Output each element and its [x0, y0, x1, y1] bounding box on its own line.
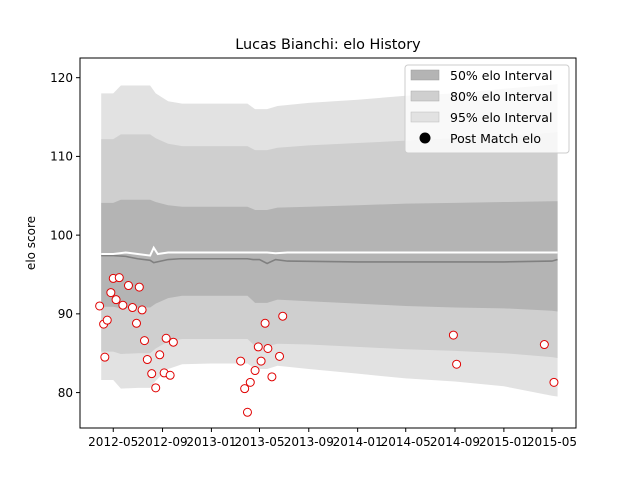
y-tick-label: 100	[50, 228, 73, 242]
post-match-point	[165, 370, 175, 380]
post-match-point	[549, 377, 559, 387]
post-match-point	[168, 337, 178, 347]
post-match-point	[242, 407, 252, 417]
post-match-point	[161, 333, 171, 343]
y-tick-label: 110	[50, 150, 73, 164]
post-match-point	[127, 303, 137, 313]
post-match-point	[260, 318, 270, 328]
upper-elo-line	[101, 245, 558, 257]
post-match-point	[102, 315, 112, 325]
y-tick-label: 120	[50, 71, 73, 85]
x-tick-label: 2014-05	[381, 435, 431, 449]
post-match-point	[100, 352, 110, 362]
post-match-point	[140, 336, 149, 346]
post-match-point	[134, 282, 144, 292]
post-match-point	[95, 301, 105, 311]
x-tick-label: 2012-05	[88, 435, 138, 449]
legend-swatch-50	[410, 69, 440, 81]
post-match-point	[147, 369, 157, 379]
post-match-point	[539, 340, 549, 350]
post-match-point	[142, 355, 152, 365]
legend-label-post-match: Post Match elo	[450, 131, 541, 146]
legend-frame	[404, 64, 570, 154]
legend-swatch-95	[410, 111, 440, 123]
elo-lines	[101, 245, 558, 265]
chart-title: Lucas Bianchi: elo History	[235, 37, 421, 53]
post-match-point	[114, 273, 124, 283]
legend-label-80: 80% elo Interval	[450, 89, 552, 104]
x-tick-label: 2013-09	[284, 435, 334, 449]
post-match-point	[256, 356, 266, 366]
legend-label-95: 95% elo Interval	[450, 110, 552, 125]
post-match-point	[155, 350, 165, 360]
post-match-point	[278, 311, 288, 321]
post-match-point	[118, 300, 128, 310]
interval-bands	[101, 83, 558, 397]
x-tick-label: 2013-05	[234, 435, 284, 449]
post-match-point	[131, 318, 141, 328]
legend: 50% elo Interval 80% elo Interval 95% el…	[404, 64, 570, 154]
legend-marker-post-match	[419, 132, 431, 144]
mean-elo-line	[101, 254, 558, 265]
post-match-point	[253, 342, 263, 352]
post-match-point	[240, 384, 250, 394]
post-match-point	[267, 372, 277, 382]
post-match-point	[106, 288, 116, 298]
x-tick-label: 2014-01	[333, 435, 383, 449]
legend-swatch-80	[410, 90, 440, 102]
y-axis-label: elo score	[24, 216, 38, 270]
post-match-point	[245, 377, 255, 387]
legend-label-50: 50% elo Interval	[450, 68, 552, 83]
y-tick-label: 80	[58, 386, 73, 400]
x-tick-label: 2013-01	[186, 435, 236, 449]
post-match-point	[111, 295, 121, 305]
post-match-point	[448, 330, 458, 340]
x-tick-label: 2015-05	[527, 435, 577, 449]
post-match-point	[263, 343, 273, 353]
band-50-elo-interval	[101, 199, 558, 312]
plot-frame	[79, 57, 577, 429]
x-tick-label: 2014-09	[430, 435, 480, 449]
x-tick-label: 2015-01	[479, 435, 529, 449]
y-axis: 80 90 100 110 120	[50, 71, 80, 400]
post-match-point	[275, 351, 285, 361]
post-match-point	[123, 281, 133, 291]
post-match-point	[452, 359, 462, 369]
post-match-points	[95, 273, 559, 417]
y-tick-label: 90	[58, 307, 73, 321]
post-match-point	[151, 383, 161, 393]
x-tick-label: 2012-09	[137, 435, 187, 449]
post-match-point	[236, 356, 246, 366]
post-match-point	[137, 305, 147, 315]
post-match-point	[250, 366, 260, 376]
